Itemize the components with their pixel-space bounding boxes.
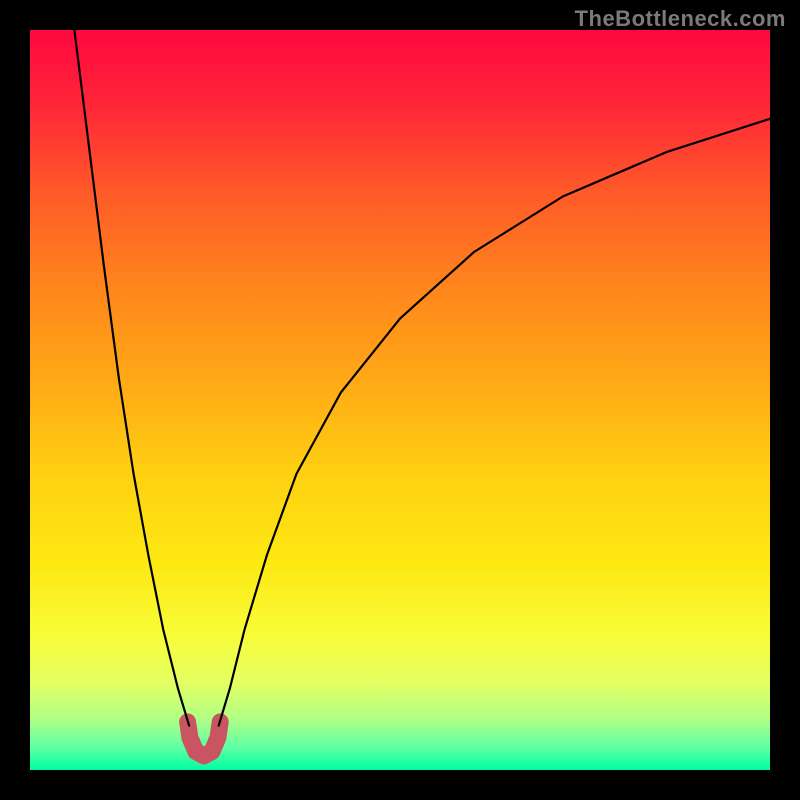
- chart-svg: [30, 30, 770, 770]
- watermark-text: TheBottleneck.com: [575, 6, 786, 32]
- curve-left-branch: [74, 30, 189, 726]
- curve-right-branch: [219, 119, 770, 726]
- plot-area: [30, 30, 770, 770]
- dip-marker: [188, 722, 221, 756]
